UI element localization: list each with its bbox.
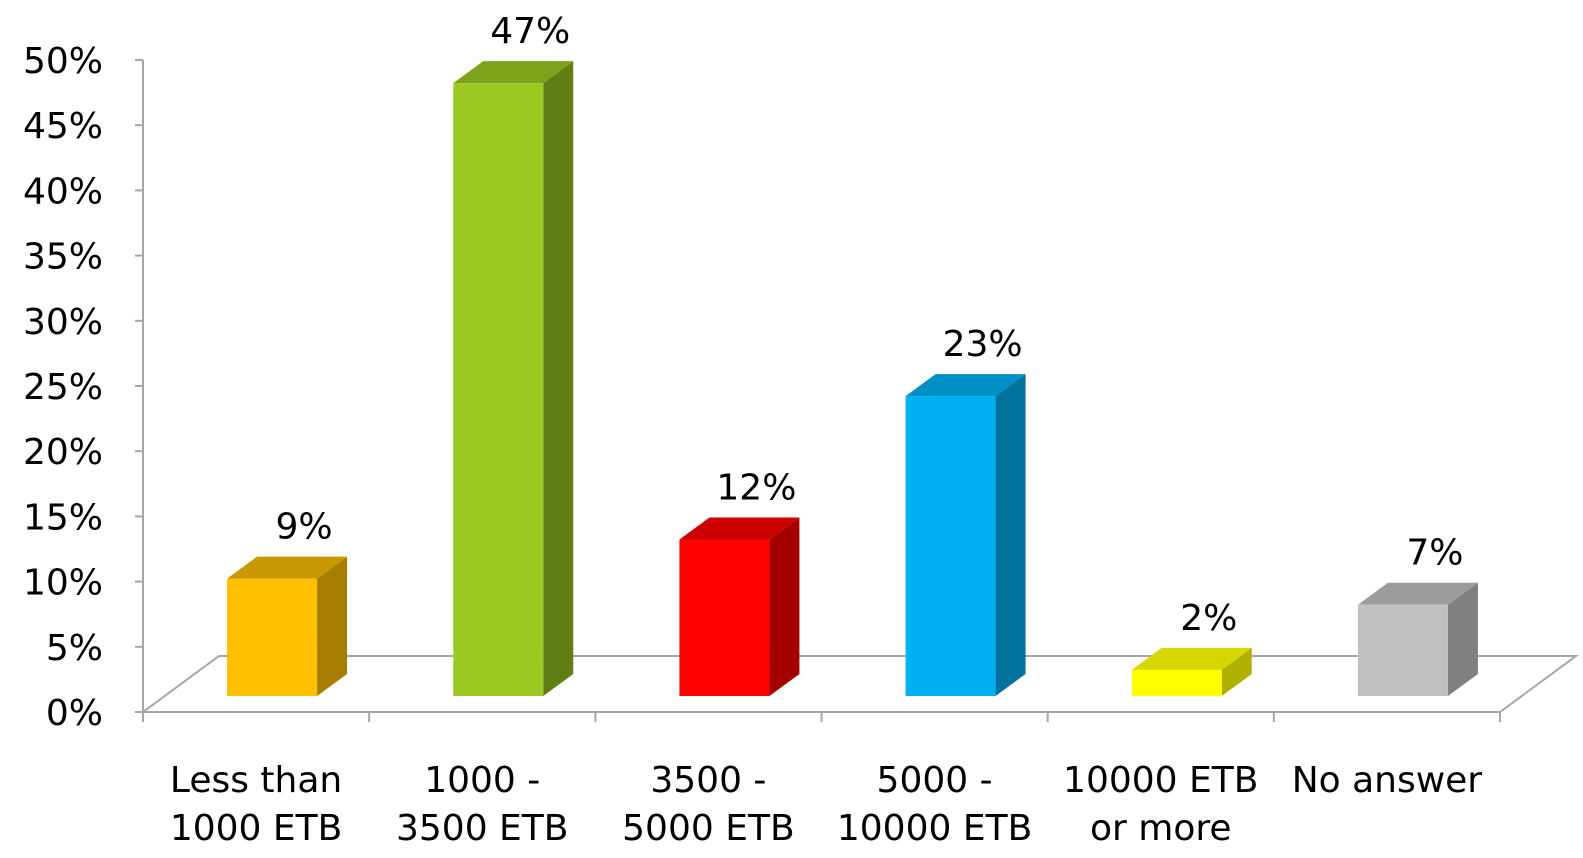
bar-top — [1131, 647, 1252, 670]
y-tick-label: 5% — [46, 628, 103, 669]
data-label: 47% — [490, 11, 570, 52]
data-labels: 9% 47% 12% 23% 2% 7% — [276, 11, 1464, 639]
bar-front — [227, 578, 318, 696]
y-tick-label: 35% — [23, 237, 103, 278]
x-category-label: Less than 1000 ETB — [170, 760, 343, 849]
y-tick-label: 45% — [23, 106, 103, 147]
bar-front — [905, 396, 996, 696]
x-category-label: 3500 -5000 ETB — [622, 760, 795, 849]
y-tick-label: 25% — [23, 367, 103, 408]
bar-side — [769, 517, 800, 696]
x-axis: Less than 1000 ETB 1000 -3500 ETB 3500 -500… — [142, 711, 1501, 849]
y-tick-label: 0% — [46, 693, 103, 734]
bar-front — [1131, 669, 1222, 696]
y-tick-label: 30% — [23, 302, 103, 343]
bars — [227, 61, 1478, 697]
chart-floor — [142, 655, 1580, 713]
bar — [1131, 647, 1252, 696]
bar-front — [1357, 604, 1448, 696]
bar-side — [995, 374, 1026, 696]
y-tick-label: 10% — [23, 563, 103, 604]
x-category-label: No answer — [1292, 760, 1483, 801]
bar-side — [317, 556, 348, 696]
data-label: 9% — [276, 507, 333, 548]
bar-top — [679, 517, 800, 540]
bar — [453, 61, 574, 697]
data-label: 12% — [716, 468, 796, 509]
y-tick-label: 40% — [23, 171, 103, 212]
data-label: 2% — [1180, 598, 1237, 639]
y-axis: 0% 5% 10% 15% 20% 25% 30% 35% 40% 45% 50% — [23, 41, 144, 734]
bar-front — [453, 83, 544, 697]
y-tick-label: 20% — [23, 432, 103, 473]
bar-side — [1447, 582, 1478, 696]
y-tick-label: 15% — [23, 497, 103, 538]
y-tick-label: 50% — [23, 41, 103, 82]
bar-side — [543, 61, 574, 697]
bar-top — [1357, 582, 1478, 605]
bar — [227, 556, 348, 696]
bar — [679, 517, 800, 696]
bar-top — [227, 556, 348, 579]
bar-front — [679, 539, 770, 696]
data-label: 23% — [943, 324, 1023, 365]
data-label: 7% — [1406, 533, 1463, 574]
floor-edge — [142, 655, 1580, 713]
bar — [905, 374, 1026, 696]
bar-top — [905, 374, 1026, 397]
bar-top — [453, 61, 574, 84]
x-category-label: 1000 -3500 ETB — [396, 760, 569, 849]
bar-side — [1221, 647, 1252, 696]
bar — [1357, 582, 1478, 696]
x-category-label: 10000 ETB or more — [1063, 760, 1258, 849]
x-category-label: 5000 -10000 ETB — [837, 760, 1032, 849]
